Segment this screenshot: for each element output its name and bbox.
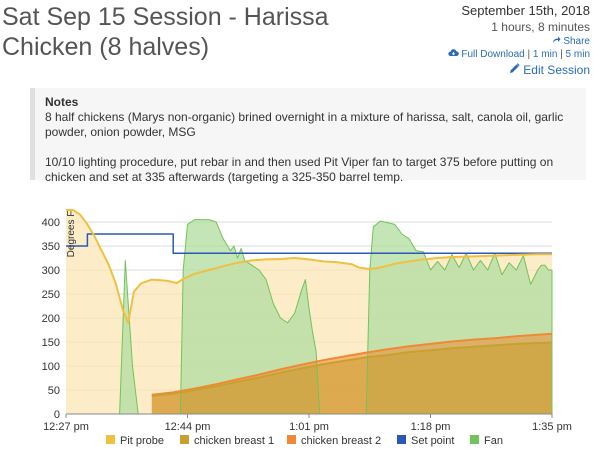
series-layer: [66, 209, 553, 415]
setp-line: [66, 233, 552, 254]
notes-paragraph-1: 8 half chickens (Marys non-organic) brin…: [45, 110, 564, 139]
b1-line: [151, 341, 553, 397]
legend-swatch-b2: [287, 435, 296, 444]
edit-session-label: Edit Session: [523, 63, 590, 77]
x-tick-label: 12:44 pm: [165, 421, 211, 433]
x-tick-label: 1:35 pm: [532, 421, 572, 433]
share-icon: [552, 36, 561, 43]
session-title-line1: Sat Sep 15 Session - Harissa: [2, 3, 329, 31]
legend-swatch-fan: [470, 435, 479, 444]
y-tick-label: 250: [42, 289, 60, 301]
session-title-line2: Chicken (8 halves): [2, 33, 210, 61]
legend-swatch-setp: [397, 435, 406, 444]
download-1min-link[interactable]: 1 min: [532, 49, 558, 60]
y-tick-label: 100: [42, 361, 60, 373]
full-download-link[interactable]: Full Download: [461, 49, 525, 60]
share-label: Share: [563, 36, 590, 47]
y-tick-label: 150: [42, 337, 60, 349]
notes-heading: Notes: [45, 95, 79, 109]
b1-area: [151, 342, 553, 414]
axes: 0 50 100 150 200 250 300 350 400 12:27 pm 12:44 pm…: [42, 217, 572, 433]
session-date: September 15th, 2018: [461, 3, 590, 18]
y-tick-label: 400: [42, 217, 60, 229]
x-tick-label: 1:01 pm: [289, 421, 329, 433]
y-tick-label: 300: [42, 265, 60, 277]
legend-swatch-b1: [180, 435, 189, 444]
legend-label-setp: Set point: [411, 435, 454, 447]
legend-label-b2: chicken breast 2: [301, 435, 381, 447]
legend-label-fan: Fan: [484, 435, 503, 447]
b2-line: [151, 332, 553, 396]
temperature-chart: 0 50 100 150 200 250 300 350 400 12:27 pm 12:44 pm…: [42, 209, 572, 447]
y-axis-label: Degrees F: [66, 211, 77, 258]
y-tick-label: 350: [42, 241, 60, 253]
x-tick-label: 12:27 pm: [43, 421, 89, 433]
legend-label-b1: chicken breast 1: [194, 435, 274, 447]
download-5min-link[interactable]: 5 min: [565, 49, 590, 60]
legend-swatch-pit: [106, 435, 115, 444]
download-row: Full Download | 1 min | 5 min: [400, 48, 590, 61]
pencil-icon: [509, 63, 520, 73]
session-duration: 1 hours, 8 minutes: [491, 20, 590, 34]
legend-label-pit: Pit probe: [120, 435, 164, 447]
separator: |: [560, 49, 563, 60]
share-link[interactable]: Share: [400, 35, 590, 48]
x-tick-label: 1:18 pm: [411, 421, 451, 433]
session-title: Sat Sep 15 Session - Harissa Chicken (8 …: [2, 2, 422, 62]
legend: Pit probe chicken breast 1 chicken breast …: [106, 435, 503, 447]
y-tick-label: 50: [48, 385, 60, 397]
notes-panel: Notes 8 half chickens (Marys non-organic…: [30, 88, 586, 184]
separator: |: [527, 49, 531, 60]
notes-paragraph-2: 10/10 lighting procedure, put rebar in a…: [45, 155, 554, 184]
pit-line: [66, 209, 552, 324]
y-tick-label: 0: [54, 409, 60, 421]
session-meta: September 15th, 2018 1 hours, 8 minutes …: [400, 2, 590, 79]
y-tick-label: 200: [42, 313, 60, 325]
edit-session-link[interactable]: Edit Session: [400, 61, 590, 79]
cloud-download-icon: [447, 49, 459, 56]
